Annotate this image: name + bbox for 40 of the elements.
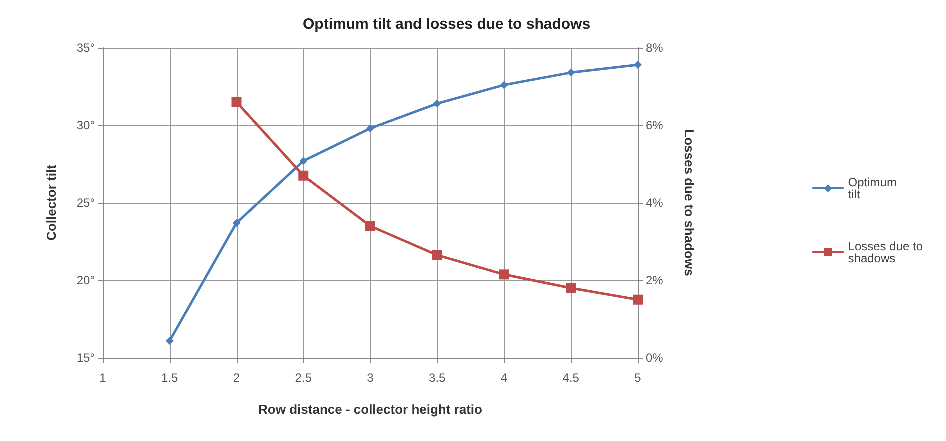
point bbox=[366, 124, 374, 133]
y2-tick-label: 8% bbox=[646, 41, 664, 55]
y-tick-label: 30° bbox=[76, 118, 96, 132]
x-tick-label: 2 bbox=[233, 371, 240, 385]
x-tick-label: 3 bbox=[367, 371, 374, 385]
legend-label: Optimum tilt bbox=[848, 176, 897, 202]
x-tick-label: 3.5 bbox=[429, 371, 446, 385]
point bbox=[633, 294, 643, 305]
point bbox=[432, 250, 442, 260]
point bbox=[232, 97, 242, 108]
y2-tick-label: 2% bbox=[646, 274, 664, 288]
point bbox=[634, 61, 642, 70]
point bbox=[567, 68, 576, 77]
x-tick-label: 1.5 bbox=[162, 371, 179, 385]
y-tick-label: 20° bbox=[76, 274, 96, 288]
y2-axis-title: Losses due to shadows bbox=[682, 130, 697, 276]
point bbox=[499, 270, 510, 280]
y-axis-title: Collector tilt bbox=[44, 164, 59, 241]
point bbox=[166, 336, 174, 345]
chart-title: Optimum tilt and losses due to shadows bbox=[303, 16, 591, 33]
x-tick-label: 1 bbox=[100, 371, 107, 385]
point bbox=[300, 157, 308, 166]
y2-tick-label: 6% bbox=[646, 118, 664, 132]
y-tick-label: 35° bbox=[76, 41, 96, 55]
x-tick-label: 5 bbox=[634, 371, 642, 385]
point bbox=[366, 221, 376, 232]
point bbox=[500, 81, 508, 90]
x-axis-title: Row distance - collector height ratio bbox=[258, 402, 483, 417]
point bbox=[298, 170, 309, 181]
x-tick-label: 2.5 bbox=[295, 371, 312, 385]
point bbox=[566, 283, 576, 294]
point bbox=[232, 219, 241, 228]
x-tick-label: 4.5 bbox=[562, 371, 580, 385]
y-tick-label: 15° bbox=[76, 351, 96, 365]
x-tick-label: 4 bbox=[500, 371, 508, 385]
y-tick-label: 25° bbox=[76, 196, 96, 210]
y2-tick-label: 4% bbox=[646, 196, 664, 210]
point bbox=[433, 100, 442, 108]
legend-label: Losses due to shadows bbox=[848, 240, 924, 266]
y2-tick-label: 0% bbox=[646, 351, 664, 365]
